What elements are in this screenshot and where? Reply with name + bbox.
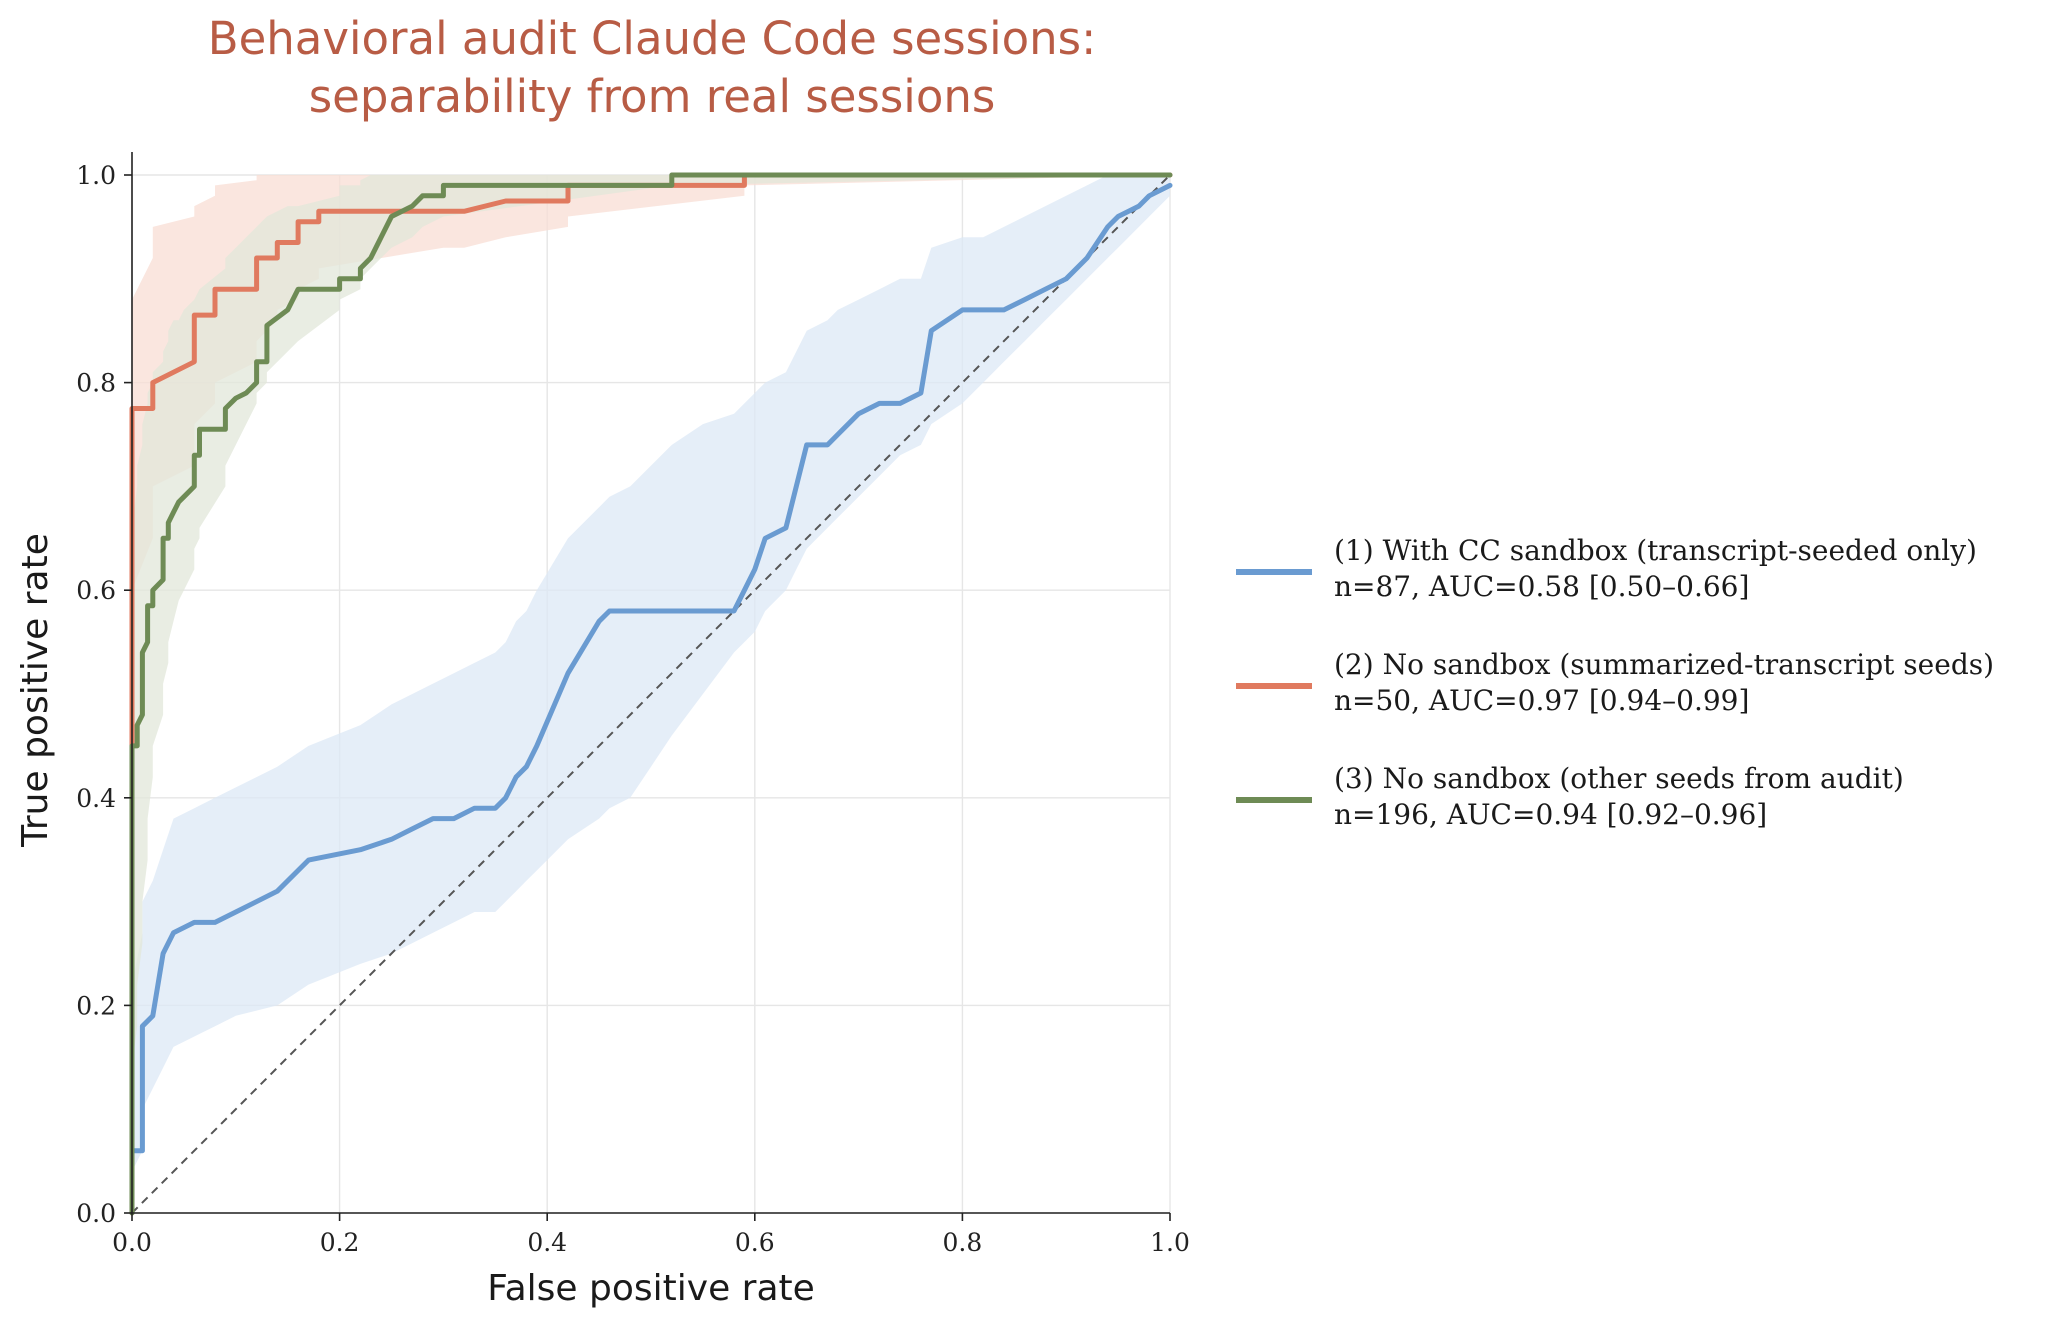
chart-title: Behavioral audit Claude Code sessions: s…: [208, 12, 1097, 123]
legend-series-stats-3: n=196, AUC=0.94 [0.92–0.96]: [1334, 798, 1767, 831]
y-tick-label: 0.4: [76, 784, 116, 813]
confidence-bands: [132, 175, 1170, 1193]
chart-title-line-1: Behavioral audit Claude Code sessions:: [208, 12, 1097, 65]
roc-curve-series-1: [129, 182, 1173, 1216]
confidence-band-series-2: [132, 175, 1170, 746]
legend-series-name-3: (3) No sandbox (other seeds from audit): [1334, 762, 1904, 795]
roc-curve-series-3: [129, 172, 1173, 1216]
x-tick-label: 0.2: [320, 1228, 360, 1257]
chance-diagonal: [131, 174, 1171, 1214]
x-tick-label: 1.0: [1150, 1228, 1190, 1257]
y-axis-label: True positive rate: [15, 533, 56, 848]
chart-title-line-2: separability from real sessions: [309, 70, 996, 123]
x-tick-label: 0.8: [943, 1228, 983, 1257]
confidence-band-series-1: [132, 175, 1170, 1193]
x-tick-label: 0.0: [112, 1228, 152, 1257]
roc-curves: [129, 172, 1173, 1216]
axes: [131, 152, 1170, 1214]
y-tick-label: 1.0: [76, 161, 116, 190]
legend-series-stats-1: n=87, AUC=0.58 [0.50–0.66]: [1334, 570, 1749, 603]
x-tick-label: 0.6: [735, 1228, 775, 1257]
grid-lines: [131, 174, 1171, 1214]
legend-entry-3: (3) No sandbox (other seeds from audit)n…: [1236, 762, 1904, 831]
y-tick-label: 0.6: [76, 576, 116, 605]
confidence-band-series-3: [132, 175, 1170, 1162]
legend-series-name-2: (2) No sandbox (summarized-transcript se…: [1334, 648, 1994, 681]
x-tick-label: 0.4: [527, 1228, 567, 1257]
legend-series-name-1: (1) With CC sandbox (transcript-seeded o…: [1334, 534, 1977, 567]
axis-ticks: 0.0 0.2 0.4 0.6 0.8 1.0 0.0 0.2 0.4 0.6 0.8 1.0: [76, 161, 1190, 1257]
x-axis-label: False positive rate: [487, 1268, 815, 1309]
y-tick-label: 0.0: [76, 1199, 116, 1228]
roc-curve-series-2: [129, 172, 1173, 1216]
legend-series-stats-2: n=50, AUC=0.97 [0.94–0.99]: [1334, 684, 1749, 717]
y-tick-label: 0.8: [76, 369, 116, 398]
legend: (1) With CC sandbox (transcript-seeded o…: [1236, 534, 1994, 831]
legend-entry-1: (1) With CC sandbox (transcript-seeded o…: [1236, 534, 1977, 603]
y-tick-label: 0.2: [76, 991, 116, 1020]
legend-entry-2: (2) No sandbox (summarized-transcript se…: [1236, 648, 1994, 717]
chance-diagonal-line: [131, 174, 1171, 1214]
